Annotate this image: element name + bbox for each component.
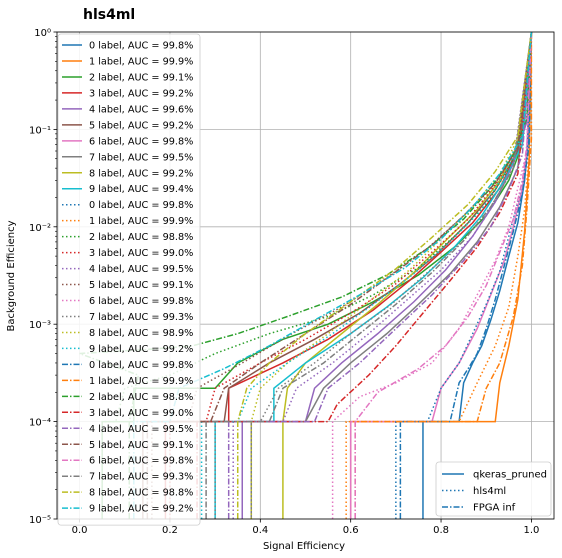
legend-label-12: 2 label, AUC = 98.8% (89, 232, 193, 243)
y-tick-label-2: 10⁻³ (29, 320, 51, 331)
legend-models: qkeras_pruned hls4ml FPGA inf (435, 461, 552, 517)
legend-box (57, 33, 201, 526)
legend-label-3: 3 label, AUC = 99.2% (89, 88, 193, 99)
legend-label-5: 5 label, AUC = 99.2% (89, 120, 193, 131)
y-tick-label-1: 10⁻⁴ (29, 418, 51, 429)
legend-label-18: 8 label, AUC = 98.9% (89, 328, 193, 339)
series-line-28 (236, 31, 533, 519)
legend-label-8: 8 label, AUC = 99.2% (89, 168, 193, 179)
x-tick-label-1: 0.2 (162, 525, 178, 536)
series-line-10 (395, 31, 533, 519)
legend-label-14: 4 label, AUC = 99.5% (89, 264, 193, 275)
legend-label-10: 0 label, AUC = 99.8% (89, 200, 193, 211)
legend-label-6: 6 label, AUC = 99.8% (89, 136, 193, 147)
legend-label-20: 0 label, AUC = 99.8% (89, 360, 193, 371)
legend-label-1: 1 label, AUC = 99.9% (89, 56, 193, 67)
y-tick-label-4: 10⁻¹ (29, 125, 51, 136)
y-axis-label: Background Efficiency (6, 220, 17, 331)
x-tick-label-3: 0.6 (343, 525, 359, 536)
style-legend-label-1: hls4ml (473, 486, 506, 497)
legend-labels: 0 label, AUC = 99.8% 1 label, AUC = 99.9%… (57, 33, 201, 526)
series-line-26 (354, 31, 533, 519)
style-legend-label-0: qkeras_pruned (473, 470, 547, 481)
series-line-24 (227, 31, 533, 519)
series-line-19 (200, 31, 533, 519)
x-tick-label-2: 0.4 (252, 525, 268, 536)
y-tick-label-0: 10⁻⁵ (29, 515, 51, 526)
x-tick-label-5: 1.0 (523, 525, 539, 536)
legend-label-2: 2 label, AUC = 99.1% (89, 72, 193, 83)
chart-title: hls4ml (83, 7, 135, 23)
series-line-16 (331, 31, 533, 519)
legend-label-0: 0 label, AUC = 99.8% (89, 41, 193, 52)
legend-label-7: 7 label, AUC = 99.5% (89, 152, 193, 163)
legend-label-4: 4 label, AUC = 99.6% (89, 104, 193, 115)
series-line-17 (214, 31, 533, 519)
series-line-8 (282, 31, 533, 519)
legend-label-26: 6 label, AUC = 99.8% (89, 456, 193, 467)
legend-label-25: 5 label, AUC = 99.1% (89, 440, 193, 451)
plot-series (79, 31, 533, 519)
plot-frame (56, 31, 555, 520)
legend-label-9: 9 label, AUC = 99.4% (89, 184, 193, 195)
series-line-23 (196, 31, 533, 519)
x-axis-label: Signal Efficiency (263, 541, 345, 552)
legend-label-17: 7 label, AUC = 99.3% (89, 312, 193, 323)
legend-label-21: 1 label, AUC = 99.9% (89, 376, 193, 387)
style-legend-label-2: FPGA inf (473, 503, 516, 514)
series-line-25 (146, 31, 533, 519)
legend-label-11: 1 label, AUC = 99.9% (89, 216, 193, 227)
series-line-27 (205, 31, 533, 519)
y-tick-label-3: 10⁻² (29, 223, 51, 234)
y-tick-label-5: 10⁰ (34, 28, 51, 39)
legend-label-28: 8 label, AUC = 98.8% (89, 488, 193, 499)
legend-label-27: 7 label, AUC = 99.3% (89, 472, 193, 483)
legend-label-22: 2 label, AUC = 98.8% (89, 392, 193, 403)
axis-ticks: 0.0 0.2 0.4 0.6 0.8 1.0 10⁻⁵ 10⁻⁴ 10⁻³ 10⁻² 10⁻¹ 10… (29, 28, 539, 536)
legend-label-15: 5 label, AUC = 99.1% (89, 280, 193, 291)
legend-label-24: 4 label, AUC = 99.5% (89, 424, 193, 435)
legend-label-23: 3 label, AUC = 99.0% (89, 408, 193, 419)
x-tick-label-4: 0.8 (433, 525, 449, 536)
series-line-21 (354, 32, 533, 519)
x-tick-label-0: 0.0 (72, 525, 88, 536)
legend-label-29: 9 label, AUC = 99.2% (89, 504, 193, 515)
legend-label-19: 9 label, AUC = 99.2% (89, 344, 193, 355)
legend-label-13: 3 label, AUC = 99.0% (89, 248, 193, 259)
legend-label-16: 6 label, AUC = 99.8% (89, 296, 193, 307)
style-legend-box (435, 461, 552, 517)
